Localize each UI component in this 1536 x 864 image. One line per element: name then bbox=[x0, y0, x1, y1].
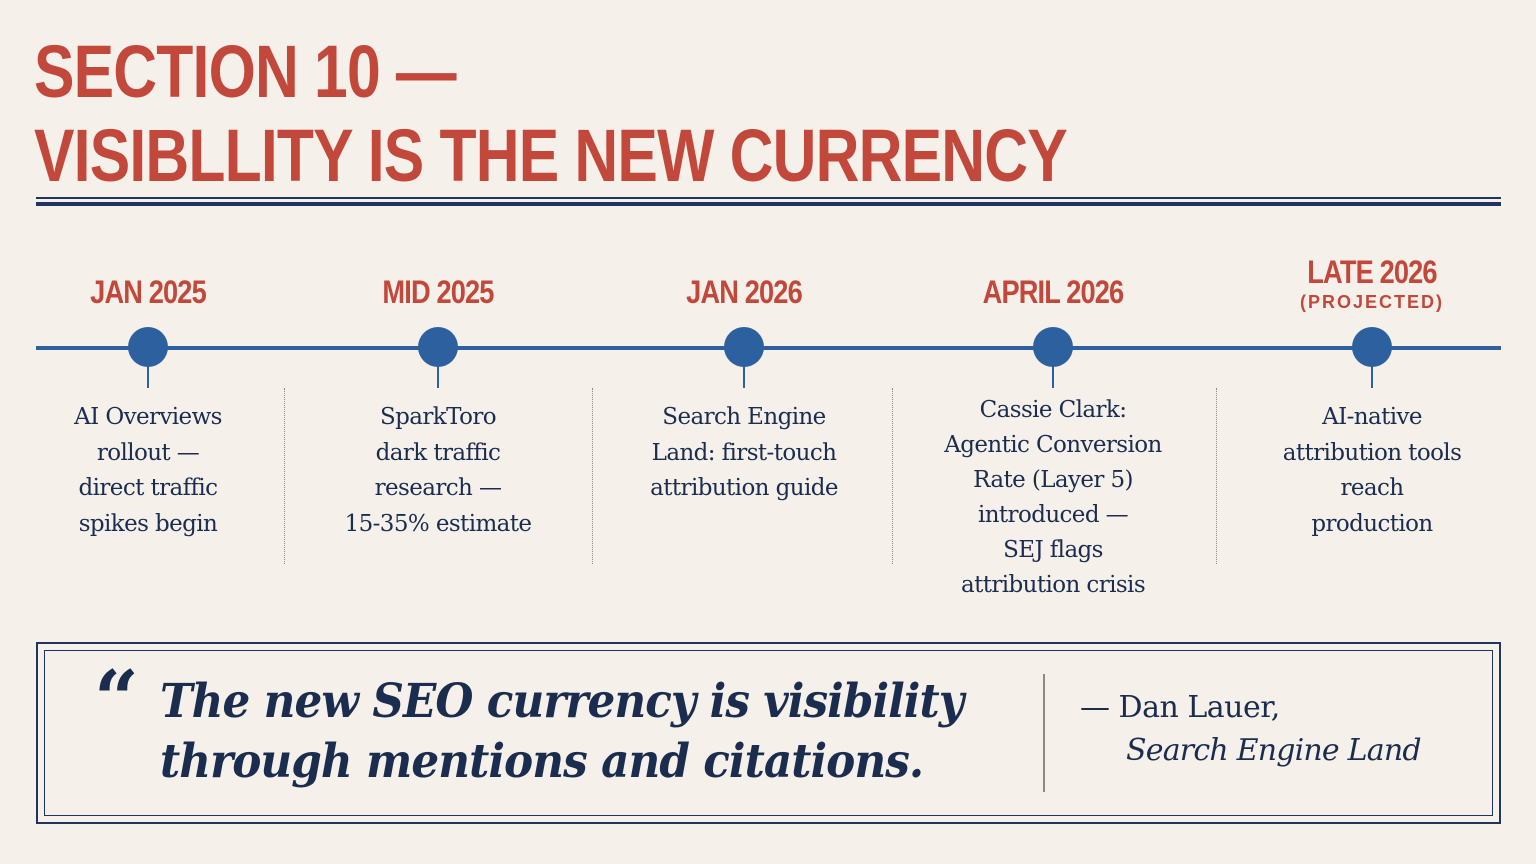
event-description-line: direct traffic bbox=[78, 475, 219, 501]
event-description-line: AI-native bbox=[1322, 404, 1422, 430]
title-line-2: VISIBLLITY IS THE NEW CURRENCY bbox=[34, 114, 1068, 197]
event-description-line: spikes begin bbox=[78, 510, 218, 537]
event-description-line: research — bbox=[374, 475, 502, 501]
timeline-marker bbox=[1352, 327, 1392, 367]
timeline-stem bbox=[1052, 364, 1054, 388]
quote-separator bbox=[1043, 674, 1045, 792]
event-description-line: introduced — bbox=[977, 502, 1129, 528]
event-description-line: dark traffic bbox=[375, 439, 501, 466]
title-rule-thick bbox=[36, 202, 1501, 206]
event-date: JAN 2025 bbox=[90, 274, 207, 310]
event-date-note: (PROJECTED) bbox=[1299, 292, 1444, 312]
timeline-marker bbox=[724, 327, 764, 367]
event-description: Search Engine Land: first-touch attribut… bbox=[614, 400, 874, 507]
quote-text: The new SEO currency is visibility throu… bbox=[160, 672, 964, 792]
event-date: LATE 2026 bbox=[1307, 254, 1437, 290]
title-rule-thin bbox=[36, 197, 1501, 199]
event-description-line: 15-35% estimate bbox=[344, 510, 532, 537]
event-description-line: Agentic Conversion bbox=[944, 432, 1162, 458]
timeline-stem bbox=[1371, 364, 1373, 388]
column-divider bbox=[1216, 388, 1217, 564]
event-description-line: Search Engine bbox=[662, 404, 826, 430]
quote-box-inner-border bbox=[44, 650, 1493, 816]
event-description-line: Land: first-touch bbox=[651, 439, 837, 466]
column-divider bbox=[892, 388, 893, 564]
event-description: SparkToro dark traffic research — 15-35%… bbox=[308, 400, 568, 542]
title-line-1: SECTION 10 — bbox=[34, 30, 457, 113]
event-date: MID 2025 bbox=[382, 274, 494, 310]
event-description-line: reach bbox=[1340, 475, 1404, 501]
timeline-marker bbox=[128, 327, 168, 367]
event-description-line: SEJ flags bbox=[1003, 537, 1103, 563]
event-description: Cassie Clark: Agentic Conversion Rate (L… bbox=[913, 393, 1193, 603]
event-date: APRIL 2026 bbox=[982, 274, 1125, 310]
event-date: JAN 2026 bbox=[686, 274, 803, 310]
event-description-line: attribution crisis bbox=[960, 572, 1146, 598]
event-description-line: production bbox=[1311, 510, 1433, 537]
timeline-marker bbox=[1033, 327, 1073, 367]
event-description: AI-native attribution tools reach produc… bbox=[1242, 400, 1502, 542]
quote-box bbox=[36, 642, 1501, 824]
event-description-line: Cassie Clark: bbox=[979, 397, 1127, 423]
event-description-line: AI Overviews bbox=[74, 404, 222, 430]
timeline-stem bbox=[147, 364, 149, 388]
event-description-line: SparkToro bbox=[380, 404, 497, 430]
quote-attribution-source: Search Engine Land bbox=[1126, 733, 1422, 768]
quote-attribution-name: — Dan Lauer, bbox=[1080, 690, 1280, 725]
event-description-line: attribution guide bbox=[650, 475, 838, 501]
timeline-stem bbox=[437, 364, 439, 388]
quote-mark-icon: “ bbox=[94, 654, 139, 745]
timeline-axis bbox=[36, 346, 1501, 350]
column-divider bbox=[284, 388, 285, 564]
column-divider bbox=[592, 388, 593, 564]
event-description-line: attribution tools bbox=[1282, 439, 1462, 466]
event-description-line: Rate (Layer 5) bbox=[973, 467, 1133, 493]
event-description: AI Overviews rollout — direct traffic sp… bbox=[18, 400, 278, 542]
page-title: SECTION 10 — VISIBLLITY IS THE NEW CURRE… bbox=[34, 30, 1068, 198]
timeline-marker bbox=[418, 327, 458, 367]
event-description-line: rollout — bbox=[96, 439, 200, 466]
quote-line-2: through mentions and citations. bbox=[160, 734, 924, 789]
timeline-stem bbox=[743, 364, 745, 388]
quote-line-1: The new SEO currency is visibility bbox=[160, 674, 964, 729]
